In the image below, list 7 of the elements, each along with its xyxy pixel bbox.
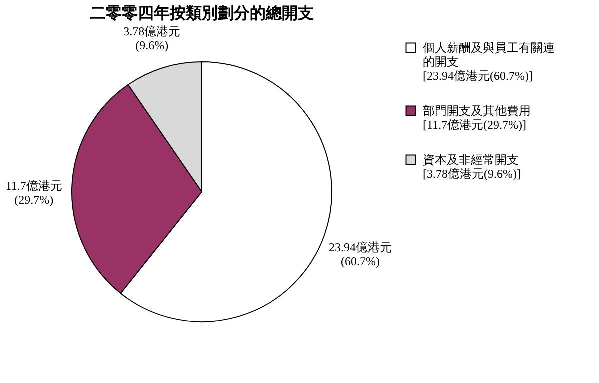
data-label: 11.7億港元 (29.7%) — [6, 178, 62, 207]
legend-label: 個人薪酬及與員工有關連的開支[23.94億港元(60.7%)] — [423, 41, 555, 83]
legend-label: 部門開支及其他費用[11.7億港元(29.7%)] — [423, 104, 531, 132]
data-label: 23.94億港元 (60.7%) — [329, 240, 392, 269]
chart-title: 二零零四年按類別劃分的總開支 — [90, 4, 314, 23]
legend-label: 資本及非經常開支[3.78億港元(9.6%)] — [423, 153, 521, 181]
data-label: 3.78億港元 (9.6%) — [124, 24, 181, 53]
